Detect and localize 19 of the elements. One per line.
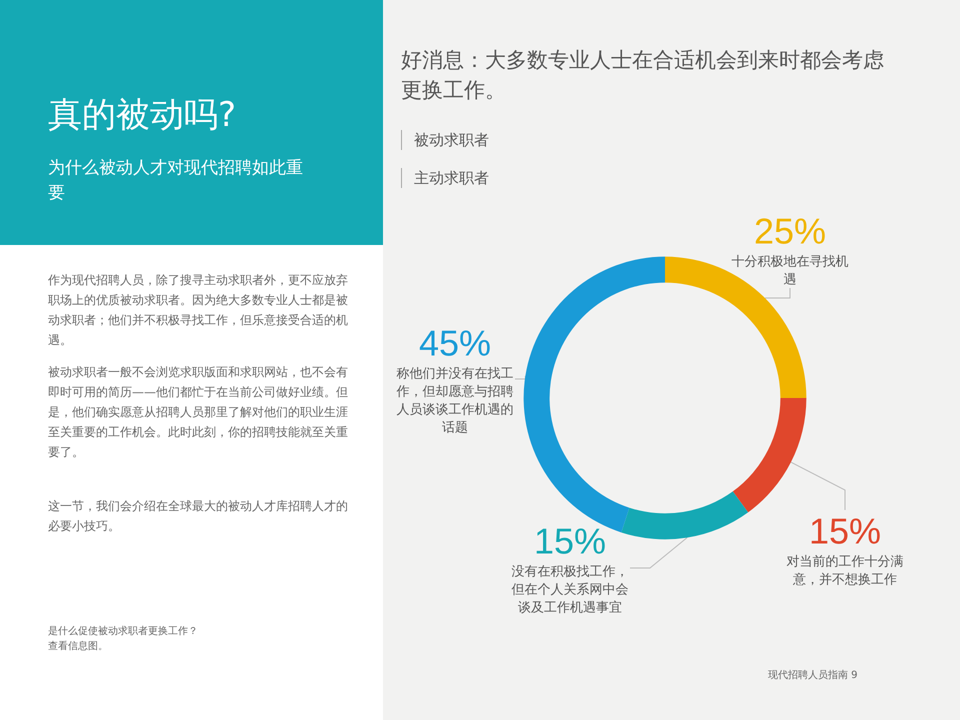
- data-label: 15%: [534, 520, 606, 562]
- text: 查看信息图。: [48, 640, 109, 654]
- text: 为什么被动人才对现代招聘如此重要: [48, 157, 304, 205]
- text: 现代招聘人员指南 9: [768, 668, 858, 683]
- text: 被动求职者一般不会浏览求职版面和求职网站，也不会有即时可用的简历——他们都忙于在当前公司做好业绩。但是，他们确实愿意从招聘人员那里了解对他们的职业生涯至关重要的工作机会。此时此刻，你的招聘技能就至关重要了。: [48, 364, 348, 461]
- slice-label: 没有在积极找工作，但在个人关系网中会谈及工作机遇事宜: [512, 564, 628, 614]
- text: 主动求职者: [401, 168, 489, 188]
- slice-label: 称他们并没有在找工作，但却愿意与招聘人员谈谈工作机遇的话题: [396, 366, 514, 434]
- text: 作为现代招聘人员，除了搜寻主动求职者外，更不应放弃职场上的优质被动求职者。因为绝大多数专业人士都是被动求职者；他们并不积极寻找工作，但乐意接受合适的机遇。: [48, 272, 348, 349]
- text: 这一节，我们会介绍在全球最大的被动人才库招聘人才的必要小技巧。: [48, 498, 348, 535]
- data-label: 45%: [418, 322, 492, 364]
- slice-label: 十分积极地在寻找机遇: [732, 254, 848, 286]
- data-label: 15%: [808, 510, 882, 552]
- text: 是什么促使被动求职者更换工作？: [48, 624, 199, 639]
- slice-label: 对当前的工作十分满意，并不想换工作: [786, 554, 904, 586]
- text: 被动求职者: [401, 130, 489, 150]
- data-label: 25%: [754, 210, 826, 252]
- chart-title: 真的被动吗?: [48, 94, 236, 137]
- text: 好消息：大多数专业人士在合适机会到来时都会考虑更换工作。: [401, 47, 885, 104]
